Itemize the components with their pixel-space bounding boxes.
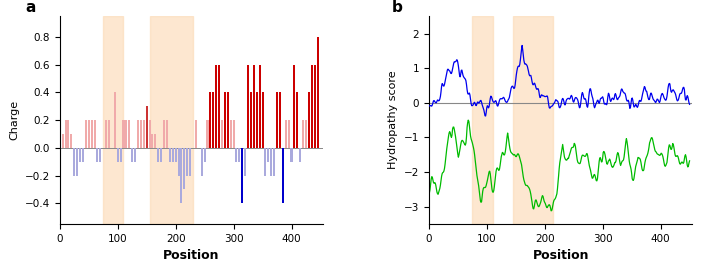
Bar (65, 120, 67, 148)
Bar (82, 148, 84, 162)
Bar (137, 120, 139, 148)
Bar (314, 65, 316, 148)
Bar (76, 148, 78, 176)
Bar (262, 92, 264, 148)
Text: b: b (392, 0, 403, 15)
Bar (253, 65, 255, 148)
Bar (140, 120, 142, 148)
Bar (259, 65, 261, 148)
Bar (150, 16, 193, 224)
Bar (114, 92, 116, 148)
Bar (183, 148, 186, 190)
Bar (70, 134, 72, 148)
Bar (296, 92, 298, 148)
Bar (299, 148, 301, 162)
Bar (241, 148, 243, 203)
Bar (125, 120, 127, 148)
Bar (204, 148, 205, 162)
Bar (207, 120, 209, 148)
Bar (293, 65, 295, 148)
Bar (267, 148, 269, 162)
Bar (186, 148, 188, 176)
Y-axis label: Charge: Charge (9, 100, 19, 140)
Bar (189, 148, 191, 176)
Bar (88, 120, 90, 148)
Bar (151, 134, 153, 148)
Bar (108, 120, 110, 148)
Bar (218, 65, 220, 148)
Bar (311, 65, 313, 148)
Bar (62, 134, 64, 148)
Bar (308, 92, 310, 148)
Bar (230, 120, 232, 148)
Bar (122, 120, 124, 148)
Bar (302, 120, 304, 148)
Bar (238, 148, 240, 162)
Text: a: a (25, 0, 36, 15)
Bar (181, 148, 183, 203)
Bar (155, 134, 156, 148)
Bar (215, 65, 217, 148)
Bar (146, 106, 148, 148)
Bar (224, 92, 226, 148)
Bar (195, 120, 197, 148)
Y-axis label: Hydropathy score: Hydropathy score (388, 71, 398, 170)
Bar (169, 148, 171, 162)
X-axis label: Position: Position (532, 249, 589, 262)
Bar (305, 120, 307, 148)
Bar (148, 120, 150, 148)
Bar (221, 120, 223, 148)
Bar (285, 120, 287, 148)
Bar (163, 120, 165, 148)
Bar (233, 120, 235, 148)
Bar (212, 92, 214, 148)
Bar (282, 148, 284, 203)
Bar (174, 148, 176, 162)
Bar (79, 148, 81, 162)
Bar (99, 148, 101, 162)
Bar (236, 148, 238, 162)
Bar (288, 120, 290, 148)
Bar (316, 37, 318, 148)
Bar (290, 148, 292, 162)
Bar (128, 120, 130, 148)
Bar (273, 148, 275, 176)
Bar (85, 120, 87, 148)
Bar (247, 65, 249, 148)
X-axis label: Position: Position (163, 249, 220, 262)
Bar (209, 92, 212, 148)
Bar (227, 92, 228, 148)
Bar (200, 148, 202, 176)
Bar (157, 148, 160, 162)
Bar (472, 16, 493, 224)
Bar (93, 120, 96, 148)
Bar (513, 16, 553, 224)
Bar (91, 120, 93, 148)
Bar (160, 148, 162, 162)
Bar (279, 92, 281, 148)
Bar (256, 92, 258, 148)
Bar (166, 120, 168, 148)
Bar (134, 148, 136, 162)
Bar (105, 120, 107, 148)
Bar (73, 148, 75, 176)
Bar (270, 148, 272, 176)
Bar (244, 148, 246, 176)
Bar (131, 148, 133, 162)
Bar (276, 92, 278, 148)
Bar (120, 148, 122, 162)
Bar (178, 148, 179, 176)
Bar (96, 148, 98, 162)
Bar (67, 120, 70, 148)
Bar (172, 148, 174, 162)
Bar (250, 92, 252, 148)
Bar (103, 16, 124, 224)
Bar (143, 120, 145, 148)
Bar (264, 148, 266, 176)
Bar (117, 148, 119, 162)
